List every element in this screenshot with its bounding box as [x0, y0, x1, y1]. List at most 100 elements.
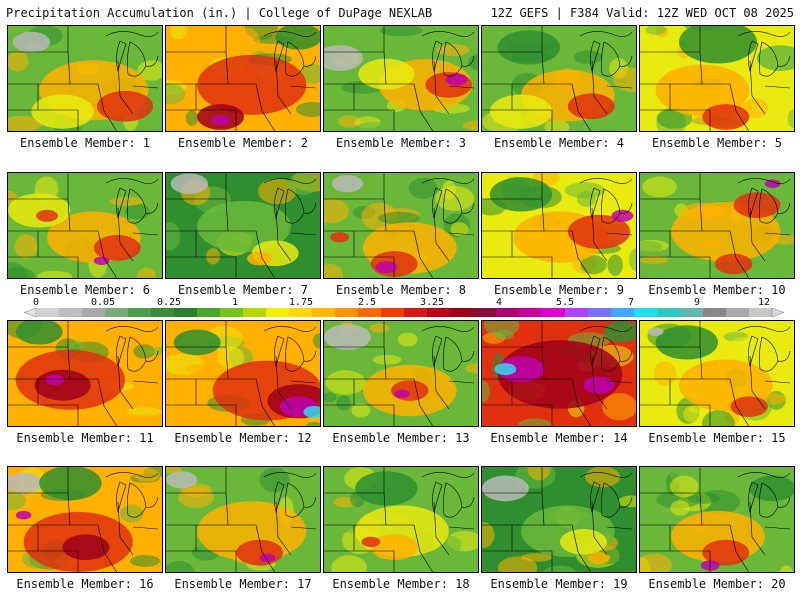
colorbar-swatch	[197, 308, 221, 317]
colorbar-swatch	[680, 308, 704, 317]
colorbar-swatch	[36, 308, 60, 317]
colorbar-bar	[24, 308, 784, 317]
colorbar-swatch	[174, 308, 198, 317]
precip-field	[640, 173, 794, 278]
colorbar-tick-label: 3.25	[419, 297, 445, 308]
precip-field	[640, 26, 794, 131]
ensemble-map-19	[481, 466, 637, 573]
precip-field	[324, 173, 478, 278]
colorbar-swatch	[358, 308, 382, 317]
state-borders	[166, 467, 317, 572]
precip-field	[166, 173, 320, 278]
colorbar-tick-label: 0	[32, 297, 40, 308]
precip-field	[8, 26, 162, 131]
colorbar-swatch	[657, 308, 681, 317]
ensemble-member-label: Ensemble Member: 4	[493, 136, 625, 150]
precip-field	[166, 26, 320, 131]
ensemble-member-label: Ensemble Member: 14	[490, 431, 628, 445]
ensemble-member-label: Ensemble Member: 13	[332, 431, 470, 445]
ensemble-map-13	[323, 320, 479, 427]
colorbar-swatch	[381, 308, 405, 317]
colorbar-labels: 0 0.05 0.25 1 1.75 2.5 3.25 4 5.5 7 9 12	[24, 297, 784, 308]
ensemble-member-label: Ensemble Member: 8	[335, 283, 467, 297]
precip-field	[324, 321, 478, 426]
ensemble-member-label: Ensemble Member: 17	[174, 577, 312, 591]
colorbar-swatch	[59, 308, 83, 317]
ensemble-map-8	[323, 172, 479, 279]
precip-field	[8, 321, 162, 426]
model-valid-time: 12Z GEFS | F384 Valid: 12Z WED OCT 08 20…	[490, 6, 794, 20]
ensemble-member-label: Ensemble Member: 11	[16, 431, 154, 445]
ensemble-map-6	[7, 172, 163, 279]
ensemble-map-16	[7, 466, 163, 573]
state-borders	[640, 173, 791, 278]
precip-field	[166, 321, 320, 426]
state-borders	[482, 321, 633, 426]
state-borders	[166, 26, 317, 131]
precip-field	[482, 26, 636, 131]
state-borders	[8, 321, 159, 426]
precip-field	[640, 321, 794, 426]
colorbar-swatch	[289, 308, 313, 317]
state-borders	[8, 467, 159, 572]
ensemble-map-2	[165, 25, 321, 132]
ensemble-map-11	[7, 320, 163, 427]
colorbar-swatch	[151, 308, 175, 317]
state-borders	[324, 467, 475, 572]
colorbar-max-arrow	[771, 308, 784, 317]
colorbar-tick-label: 1	[231, 297, 239, 308]
ensemble-map-17	[165, 466, 321, 573]
precip-field	[482, 173, 636, 278]
ensemble-map-20	[639, 466, 795, 573]
colorbar-tick-label: 4	[495, 297, 503, 308]
colorbar-tick-label: 7	[627, 297, 635, 308]
colorbar-tick-label: 5.5	[555, 297, 575, 308]
precip-field	[324, 26, 478, 131]
state-borders	[324, 321, 475, 426]
map-title: Precipitation Accumulation (in.) | Colle…	[6, 6, 433, 20]
precip-field	[640, 467, 794, 572]
colorbar-swatch	[726, 308, 750, 317]
ensemble-map-4	[481, 25, 637, 132]
colorbar-swatch	[749, 308, 773, 317]
colorbar-swatch	[220, 308, 244, 317]
colorbar-swatch	[105, 308, 129, 317]
ensemble-map-18	[323, 466, 479, 573]
colorbar-swatch	[427, 308, 451, 317]
state-borders	[8, 26, 159, 131]
colorbar-swatch	[588, 308, 612, 317]
colorbar-tick-label: 2.5	[357, 297, 377, 308]
colorbar-legend: 0 0.05 0.25 1 1.75 2.5 3.25 4 5.5 7 9 12	[24, 297, 784, 319]
ensemble-member-label: Ensemble Member: 9	[493, 283, 625, 297]
colorbar-swatch	[611, 308, 635, 317]
colorbar-swatch	[473, 308, 497, 317]
colorbar-tick-label: 0.05	[90, 297, 116, 308]
ensemble-member-label: Ensemble Member: 10	[648, 283, 786, 297]
colorbar-swatch	[266, 308, 290, 317]
colorbar-swatch	[634, 308, 658, 317]
ensemble-map-7	[165, 172, 321, 279]
state-borders	[640, 321, 791, 426]
ensemble-member-label: Ensemble Member: 6	[19, 283, 151, 297]
ensemble-member-label: Ensemble Member: 7	[177, 283, 309, 297]
colorbar-swatch	[82, 308, 106, 317]
precip-field	[166, 467, 320, 572]
precip-field	[8, 173, 162, 278]
state-borders	[640, 467, 791, 572]
colorbar-swatch	[519, 308, 543, 317]
ensemble-map-15	[639, 320, 795, 427]
ensemble-map-10	[639, 172, 795, 279]
ensemble-map-3	[323, 25, 479, 132]
ensemble-map-9	[481, 172, 637, 279]
colorbar-swatch	[335, 308, 359, 317]
ensemble-map-1	[7, 25, 163, 132]
colorbar-swatch	[565, 308, 589, 317]
state-borders	[482, 26, 633, 131]
colorbar-swatch	[542, 308, 566, 317]
precip-field	[8, 467, 162, 572]
state-borders	[482, 173, 633, 278]
ensemble-map-5	[639, 25, 795, 132]
ensemble-member-label: Ensemble Member: 16	[16, 577, 154, 591]
state-borders	[166, 173, 317, 278]
state-borders	[166, 321, 317, 426]
